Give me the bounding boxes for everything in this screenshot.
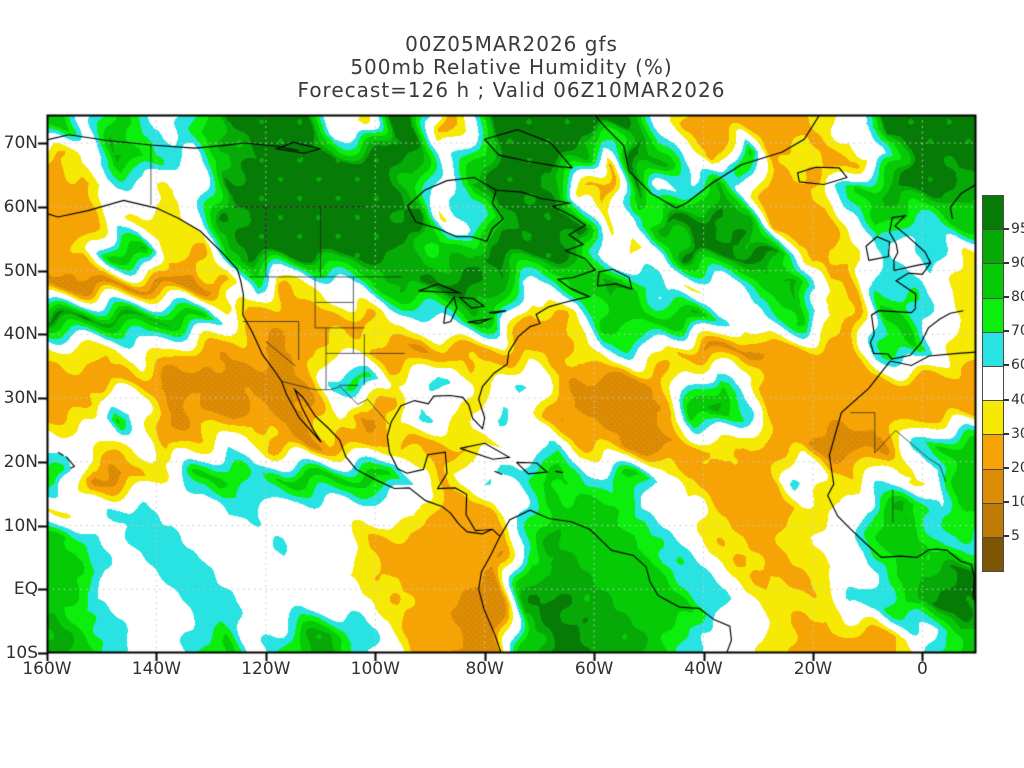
lon-tick-label: 20W (793, 659, 833, 679)
lat-tick-label: 60N (3, 196, 38, 217)
lon-tick-label: 60W (574, 659, 614, 679)
lon-tick-label: 0 (916, 659, 928, 679)
lat-tick-label: EQ (13, 579, 38, 600)
colorbar-segment (983, 332, 1003, 367)
colorbar-boundary-label: 10 (1003, 494, 1024, 510)
lat-tick-label: 10N (3, 515, 38, 536)
colorbar-boundary-label: 90 (1003, 255, 1024, 271)
lon-tick-label: 40W (684, 659, 723, 679)
colorbar-segment (983, 503, 1003, 538)
colorbar-segment (983, 435, 1003, 470)
lat-tick-label: 10S (5, 643, 38, 663)
lat-tick-label: 50N (3, 260, 38, 281)
lon-tick-label: 100W (350, 659, 400, 679)
lat-tick-label: 20N (3, 451, 38, 472)
colorbar-segment (983, 230, 1003, 265)
lon-tick-label: 140W (131, 659, 182, 679)
colorbar-boundary-label: 60 (1003, 357, 1024, 373)
colorbar-segment (983, 366, 1003, 402)
lat-tick-label: 70N (3, 133, 38, 154)
colorbar (982, 195, 1004, 572)
colorbar-segment (983, 401, 1003, 436)
colorbar-boundary-label: 5 (1003, 528, 1024, 544)
colorbar-boundary-label: 20 (1003, 460, 1024, 476)
colorbar-boundary-label: 80 (1003, 289, 1024, 305)
colorbar-segment (983, 298, 1003, 333)
lon-tick-label: 80W (465, 659, 504, 679)
colorbar-segment (983, 537, 1003, 572)
colorbar-boundary-label: 95 (1003, 221, 1024, 237)
chart-titles: 00Z05MAR2026 gfs 500mb Relative Humidity… (47, 33, 976, 102)
lat-tick-label: 40N (3, 324, 38, 345)
colorbar-segment (983, 469, 1003, 504)
colorbar-boundary-label: 40 (1003, 392, 1024, 408)
colorbar-segment (983, 196, 1003, 231)
lat-tick-label: 30N (3, 388, 38, 409)
title-field-name: 500mb Relative Humidity (%) (350, 55, 673, 79)
title-valid-time: Forecast=126 h ; Valid 06Z10MAR2026 (297, 78, 726, 102)
lon-tick-label: 120W (241, 659, 291, 679)
colorbar-boundary-label: 30 (1003, 426, 1024, 442)
colorbar-boundary-label: 70 (1003, 323, 1024, 339)
title-model-run: 00Z05MAR2026 gfs (405, 32, 618, 56)
lon-tick-label: 160W (22, 659, 72, 679)
colorbar-segment (983, 264, 1003, 299)
